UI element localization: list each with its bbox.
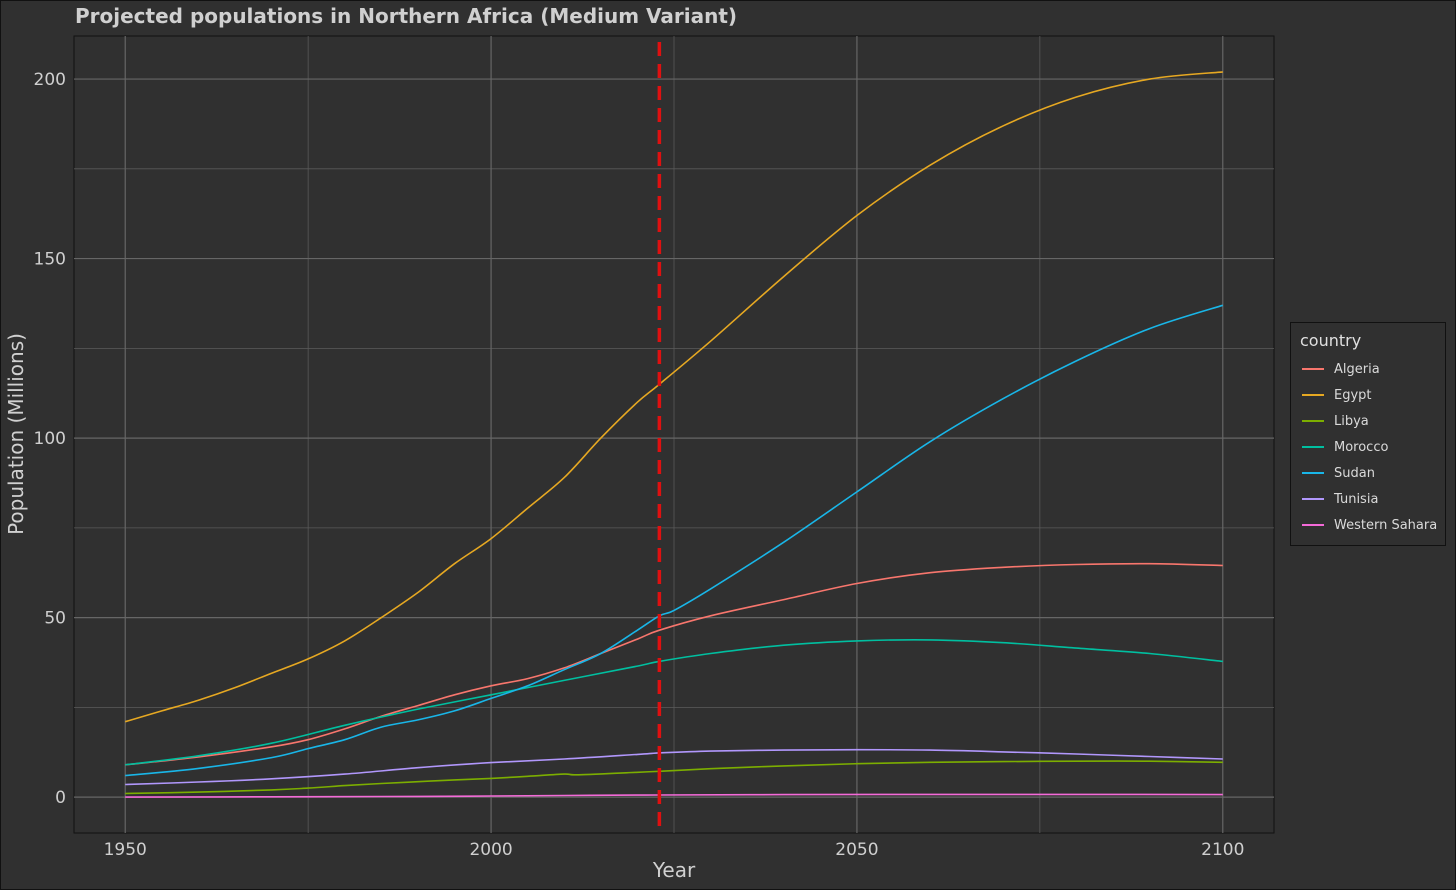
- y-tick-label: 0: [55, 788, 66, 808]
- x-tick-label: 2000: [469, 840, 512, 860]
- x-tick-label: 2050: [835, 840, 878, 860]
- series-line-egypt: [124, 71, 1223, 723]
- legend-key-tunisia: [1302, 498, 1324, 500]
- legend-title: country: [1300, 331, 1362, 350]
- legend-item-western-sahara: Western Sahara: [1302, 515, 1437, 535]
- legend-key-western-sahara: [1302, 524, 1324, 526]
- legend-label-libya: Libya: [1334, 413, 1369, 429]
- x-tick-label: 1950: [104, 840, 147, 860]
- legend: country Algeria Egypt Libya Morocco Suda…: [1290, 322, 1446, 546]
- legend-item-tunisia: Tunisia: [1302, 489, 1378, 509]
- x-axis-tick-labels: 1950 2000 2050 2100: [104, 840, 1245, 860]
- legend-item-libya: Libya: [1302, 411, 1369, 431]
- series-line-libya: [125, 760, 1223, 795]
- legend-item-algeria: Algeria: [1302, 359, 1380, 379]
- y-tick-label: 100: [34, 429, 66, 449]
- series-line-western-sahara: [125, 793, 1223, 798]
- legend-key-egypt: [1302, 394, 1324, 396]
- legend-key-morocco: [1302, 446, 1324, 448]
- x-tick-label: 2100: [1201, 840, 1244, 860]
- legend-label-western-sahara: Western Sahara: [1334, 517, 1438, 533]
- legend-key-sudan: [1302, 472, 1324, 474]
- y-tick-label: 50: [44, 609, 66, 629]
- grid-lines: [74, 36, 1274, 833]
- legend-label-egypt: Egypt: [1334, 387, 1372, 403]
- y-axis-label: Population (Millions): [4, 333, 28, 535]
- legend-key-algeria: [1302, 368, 1324, 370]
- chart-title: Projected populations in Northern Africa…: [75, 4, 737, 28]
- x-axis-label: Year: [652, 858, 696, 882]
- legend-label-algeria: Algeria: [1334, 361, 1380, 377]
- series-line-sudan: [125, 304, 1224, 777]
- legend-item-sudan: Sudan: [1302, 463, 1375, 483]
- y-axis-tick-labels: 0 50 100 150 200: [34, 70, 66, 808]
- legend-item-egypt: Egypt: [1302, 385, 1372, 405]
- legend-key-libya: [1302, 420, 1324, 422]
- legend-label-tunisia: Tunisia: [1334, 491, 1379, 507]
- y-tick-label: 200: [34, 70, 66, 90]
- legend-label-sudan: Sudan: [1334, 465, 1375, 481]
- y-tick-label: 150: [34, 250, 66, 270]
- legend-item-morocco: Morocco: [1302, 437, 1388, 457]
- legend-label-morocco: Morocco: [1334, 439, 1389, 455]
